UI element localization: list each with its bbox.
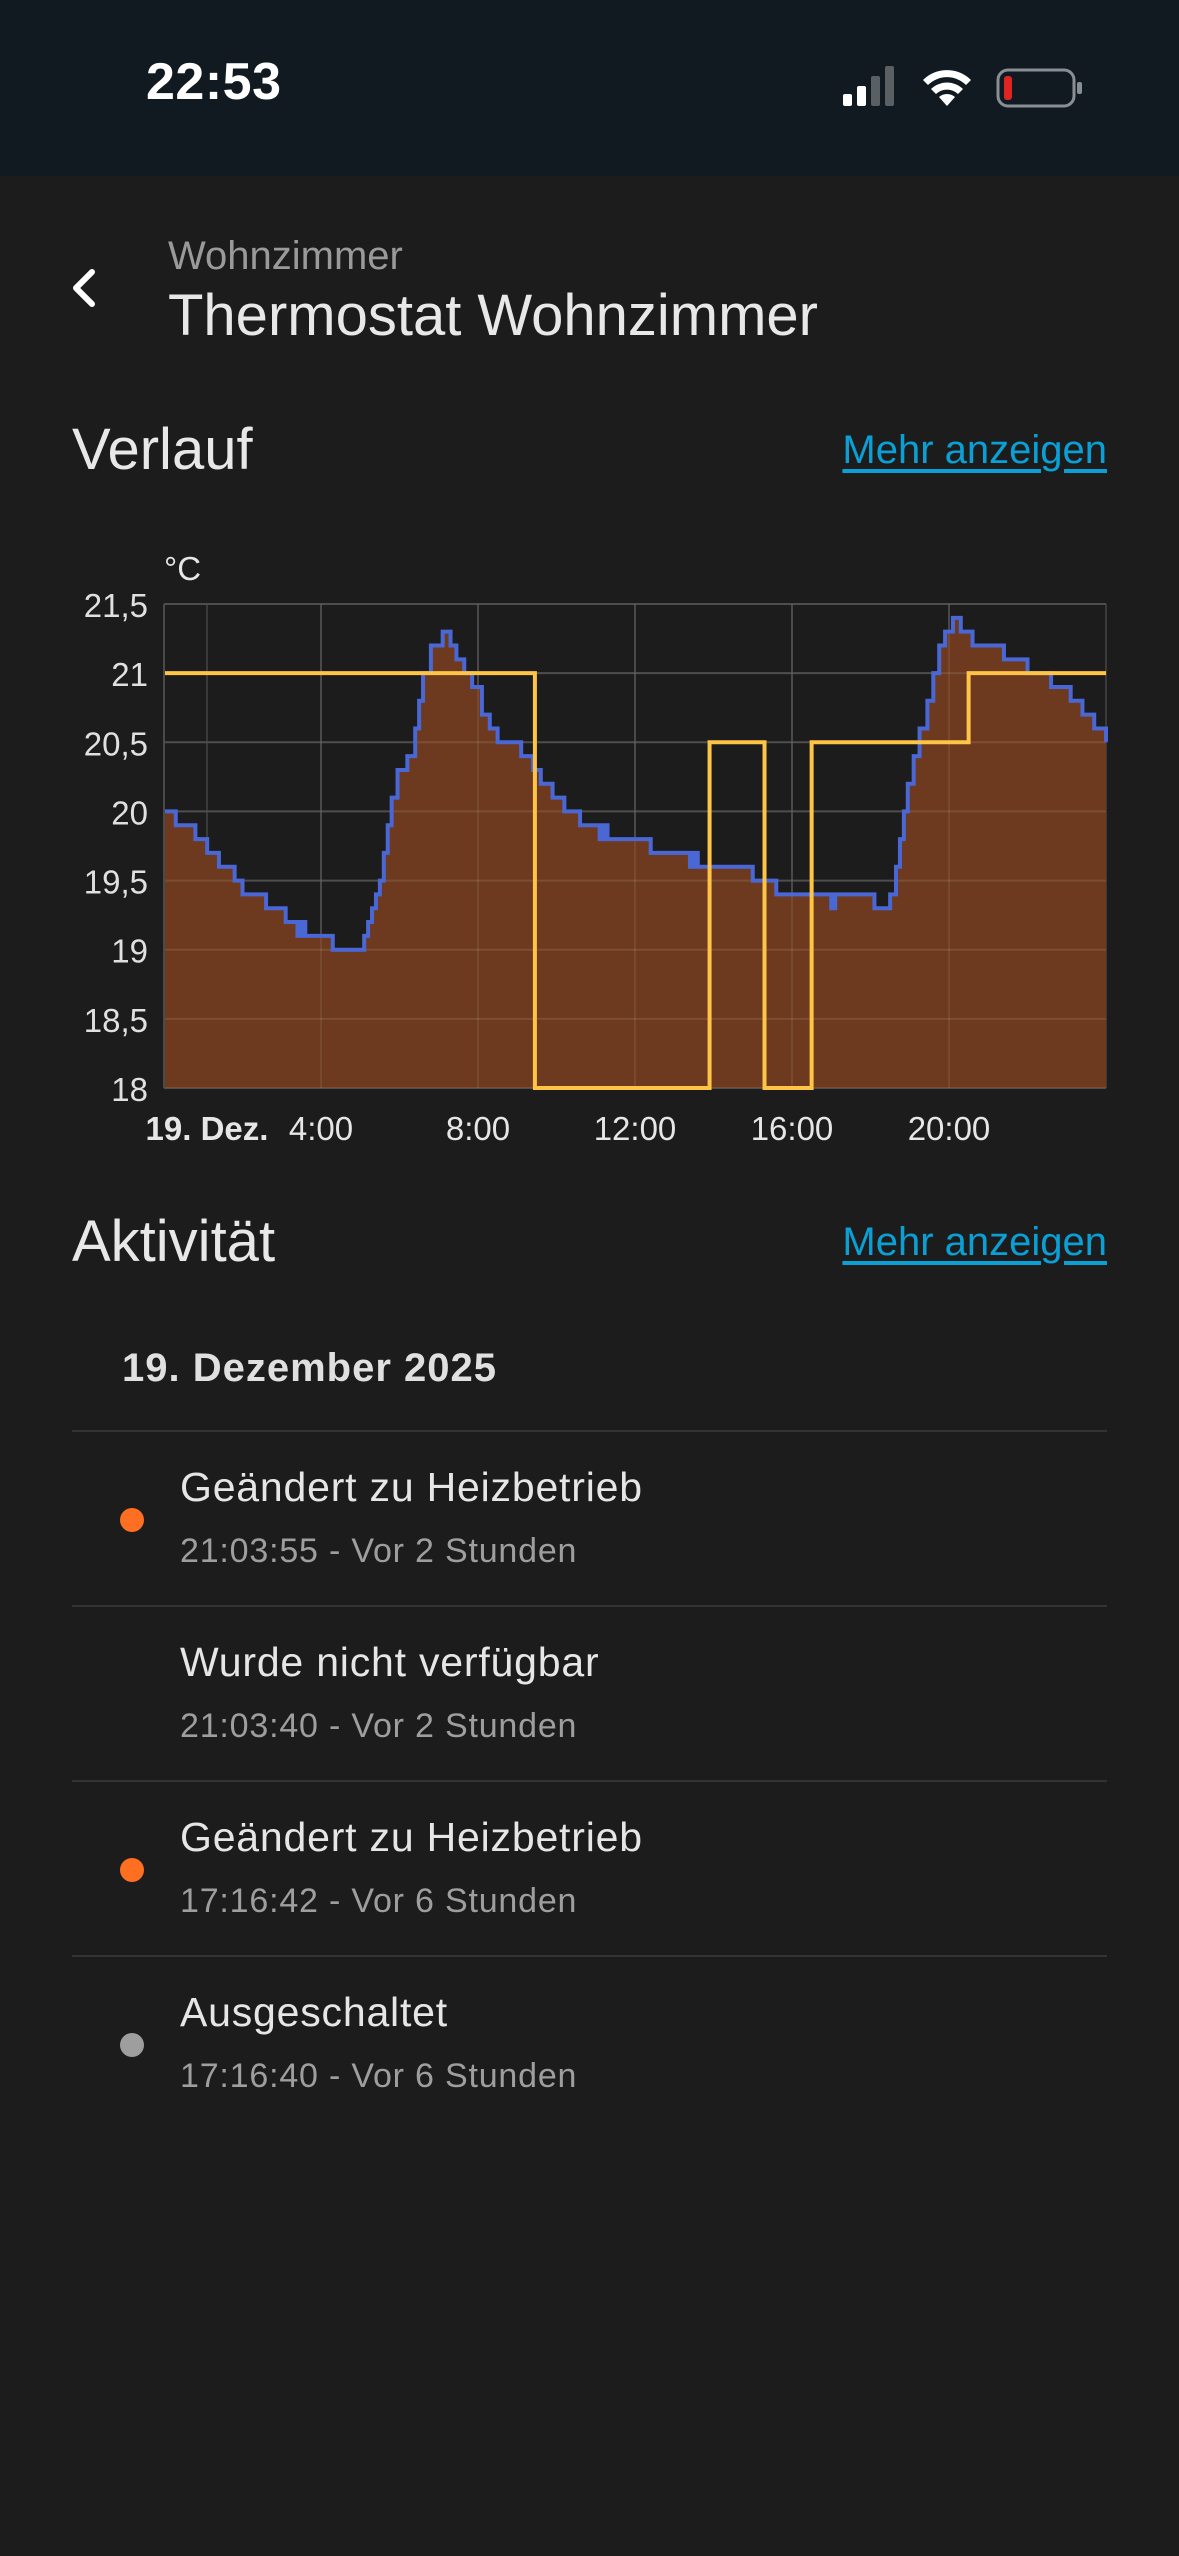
x-tick-label: 20:00 [908, 1110, 991, 1147]
status-time: 22:53 [146, 53, 282, 111]
y-axis-unit: °C [164, 550, 201, 587]
chart-series [164, 603, 1108, 1090]
activity-more-link[interactable]: Mehr anzeigen [842, 1220, 1107, 1264]
series-line-1 [164, 671, 1106, 1090]
x-tick-label: 19. Dez. [146, 1110, 269, 1147]
activity-item-time: 21:03:40 - Vor 2 Stunden [180, 1707, 578, 1745]
status-dot [120, 1508, 144, 1532]
x-tick-label: 12:00 [594, 1110, 677, 1147]
activity-item-title: Geändert zu Heizbetrieb [180, 1814, 643, 1860]
activity-item-title: Ausgeschaltet [180, 1989, 448, 2035]
y-tick-label: 19,5 [84, 864, 148, 901]
page-title: Thermostat Wohnzimmer [168, 283, 818, 348]
battery-level [1004, 76, 1012, 100]
activity-item[interactable]: Geändert zu Heizbetrieb 21:03:55 - Vor 2… [72, 1430, 1107, 1605]
x-tick-label: 8:00 [446, 1110, 510, 1147]
activity-item-time: 17:16:40 - Vor 6 Stunden [180, 2057, 578, 2095]
activity-item[interactable]: Geändert zu Heizbetrieb 17:16:42 - Vor 6… [72, 1780, 1107, 1955]
status-dot [120, 2033, 144, 2057]
activity-list: Geändert zu Heizbetrieb 21:03:55 - Vor 2… [72, 1430, 1107, 2130]
series-line-0 [164, 615, 1108, 952]
chevron-left-icon [73, 269, 95, 307]
x-tick-label: 16:00 [751, 1110, 834, 1147]
y-tick-label: 20,5 [84, 725, 148, 762]
activity-item[interactable]: Wurde nicht verfügbar 21:03:40 - Vor 2 S… [72, 1605, 1107, 1780]
activity-date-heading: 19. Dezember 2025 [122, 1346, 498, 1390]
y-tick-label: 21,5 [84, 587, 148, 624]
series-area-0 [164, 617, 1106, 1088]
y-tick-label: 19 [111, 933, 148, 970]
wifi-icon [923, 70, 971, 106]
history-section-header: Verlauf Mehr anzeigen [72, 416, 1107, 496]
activity-item-title: Geändert zu Heizbetrieb [180, 1464, 643, 1510]
status-icons [843, 64, 1083, 112]
status-bar: 22:53 [0, 0, 1179, 176]
activity-item[interactable]: Ausgeschaltet 17:16:40 - Vor 6 Stunden [72, 1955, 1107, 2130]
history-chart: 21,5 21 20,5 20 19,5 19 18,5 18 19. Dez. 4:00 8:00… [0, 540, 1179, 1160]
history-more-link[interactable]: Mehr anzeigen [842, 428, 1107, 472]
y-tick-label: 18,5 [84, 1002, 148, 1039]
battery-low-icon [996, 68, 1082, 108]
y-tick-label: 20 [111, 794, 148, 831]
history-title: Verlauf [72, 417, 253, 482]
back-button[interactable] [52, 256, 116, 320]
activity-item-time: 21:03:55 - Vor 2 Stunden [180, 1532, 578, 1570]
x-tick-label: 4:00 [289, 1110, 353, 1147]
activity-item-title: Wurde nicht verfügbar [180, 1639, 600, 1685]
activity-item-time: 17:16:42 - Vor 6 Stunden [180, 1882, 578, 1920]
activity-section-header: Aktivität Mehr anzeigen [72, 1208, 1107, 1288]
y-tick-label: 21 [111, 656, 148, 693]
status-dot [120, 1858, 144, 1882]
y-tick-label: 18 [111, 1071, 148, 1108]
activity-title: Aktivität [72, 1209, 276, 1274]
entity-header: Wohnzimmer Thermostat Wohnzimmer [0, 220, 1179, 370]
cellular-signal-icon [843, 66, 894, 106]
area-name: Wohnzimmer [168, 234, 403, 278]
